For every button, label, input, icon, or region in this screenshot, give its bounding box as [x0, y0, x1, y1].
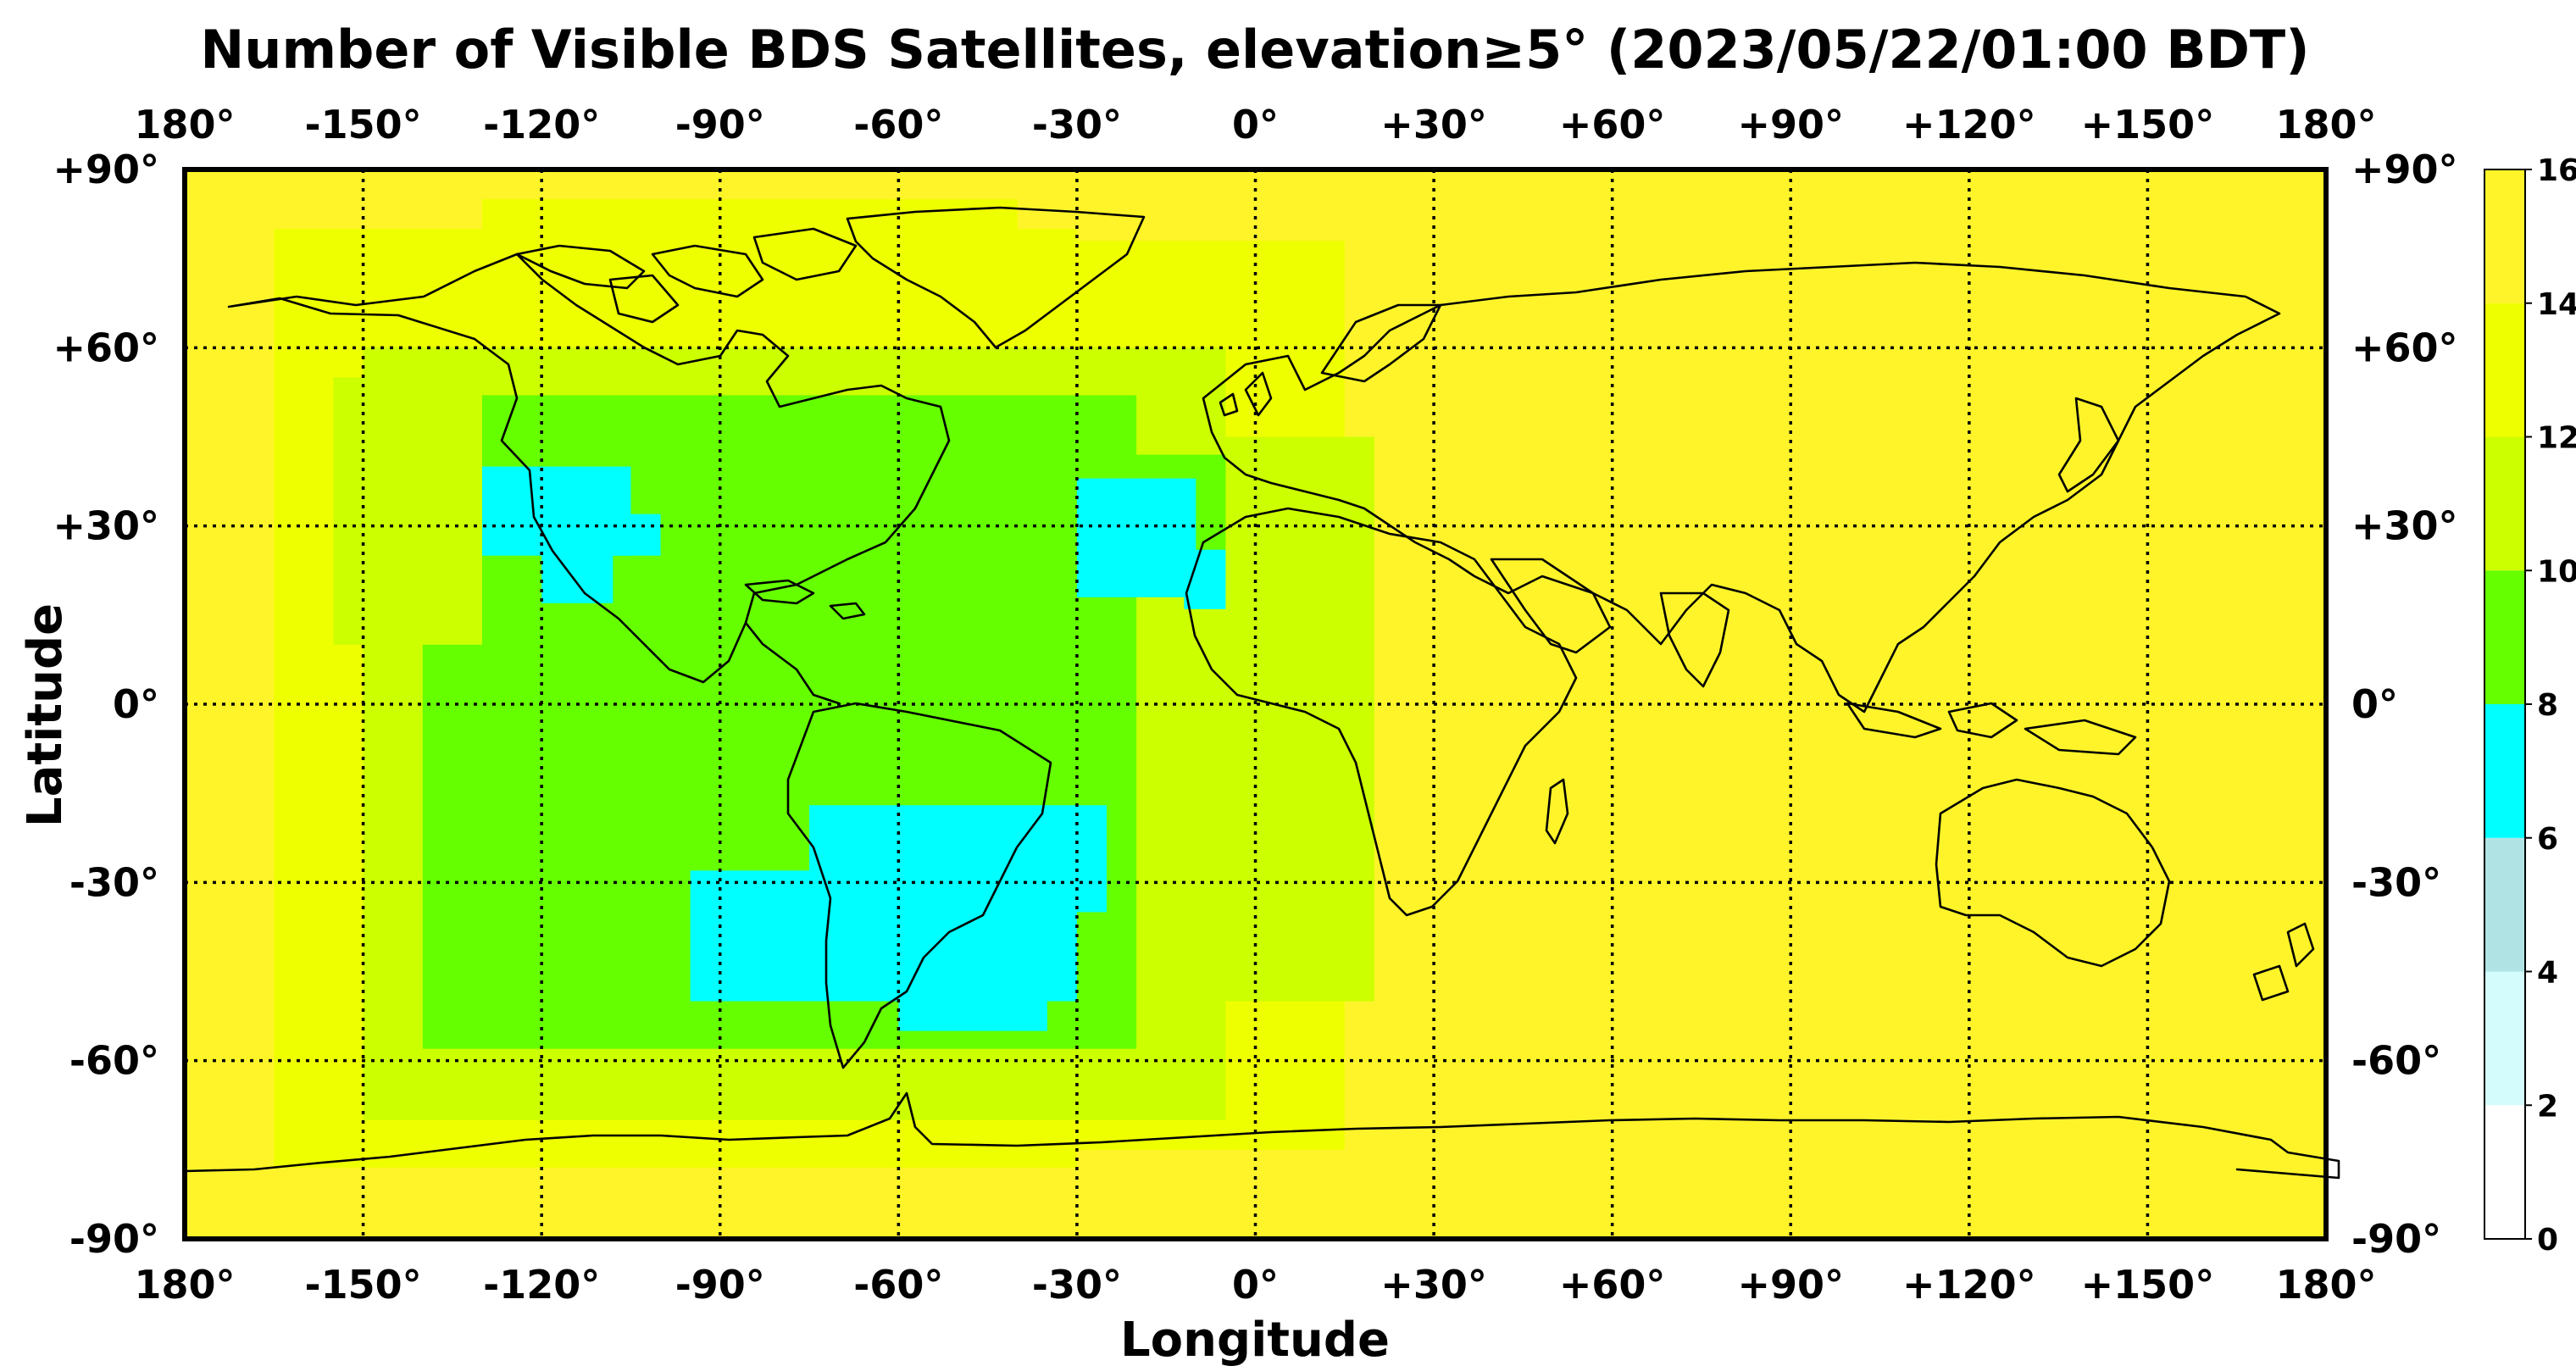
x-axis-label: Longitude — [1120, 1313, 1390, 1366]
colorbar-bin-6 — [2484, 303, 2525, 437]
x-tick-bottom-6: 0° — [1232, 1262, 1279, 1308]
colorbar-label-2: 4 — [2537, 956, 2558, 991]
colorbar-bin-0 — [2484, 1105, 2525, 1239]
y-tick-left-3: 0° — [113, 681, 159, 727]
heatmap-region-2 — [481, 199, 1018, 242]
y-tick-right-4: -30° — [2351, 859, 2441, 905]
x-tick-bottom-8: +60° — [1559, 1262, 1666, 1308]
colorbar-label-1: 2 — [2537, 1089, 2558, 1124]
heatmap-region-9 — [541, 525, 613, 603]
x-tick-bottom-11: +150° — [2081, 1262, 2215, 1308]
x-ticks-top: 180° -150° -120° -90° -60° -30° 0° +30° +60° +90°… — [134, 102, 2376, 147]
y-tick-left-0: +90° — [53, 147, 159, 192]
x-tick-top-6: 0° — [1232, 102, 1279, 147]
x-tick-top-8: +60° — [1559, 102, 1666, 147]
y-tick-right-2: +30° — [2351, 503, 2458, 549]
x-tick-top-0: 180° — [134, 102, 235, 147]
x-tick-bottom-0: 180° — [134, 1262, 235, 1308]
colorbar-bin-5 — [2484, 436, 2525, 571]
y-tick-left-1: +60° — [53, 325, 159, 370]
y-tick-left-5: -60° — [69, 1038, 159, 1084]
colorbar-label-5: 10 — [2537, 554, 2576, 589]
y-ticks-right: +90° +60° +30° 0° -30° -60° -90° — [2351, 147, 2458, 1262]
y-tick-left-2: +30° — [53, 503, 159, 549]
y-tick-left-6: -90° — [69, 1216, 159, 1262]
x-tick-bottom-7: +30° — [1380, 1262, 1487, 1308]
grid-lines — [185, 169, 2326, 1239]
x-tick-top-9: +90° — [1737, 102, 1844, 147]
x-tick-top-11: +150° — [2081, 102, 2215, 147]
y-axis-label: Latitude — [18, 603, 73, 827]
colorbar-label-4: 8 — [2537, 688, 2558, 723]
map-frame — [182, 167, 2329, 1241]
x-tick-bottom-1: -150° — [305, 1262, 422, 1308]
x-tick-bottom-5: -30° — [1032, 1262, 1122, 1308]
x-tick-bottom-4: -60° — [853, 1262, 943, 1308]
heatmap-region-13 — [898, 971, 1047, 1031]
y-tick-right-1: +60° — [2351, 325, 2458, 370]
x-tick-top-10: +120° — [1902, 102, 2036, 147]
colorbar-label-7: 14 — [2537, 287, 2576, 322]
x-tick-bottom-12: 180° — [2275, 1262, 2376, 1308]
x-tick-top-7: +30° — [1380, 102, 1487, 147]
x-tick-top-4: -60° — [853, 102, 943, 147]
colorbar-bin-3 — [2484, 704, 2525, 838]
y-tick-right-3: 0° — [2351, 681, 2398, 727]
colorbar-bin-4 — [2484, 570, 2525, 704]
heatmap-region-10 — [613, 514, 661, 556]
x-tick-bottom-10: +120° — [1902, 1262, 2036, 1308]
colorbar-label-0: 0 — [2537, 1223, 2558, 1258]
x-tick-bottom-9: +90° — [1737, 1262, 1844, 1308]
y-tick-right-6: -90° — [2351, 1216, 2441, 1262]
colorbar-label-3: 6 — [2537, 822, 2558, 857]
colorbar — [2484, 169, 2526, 1240]
chart-title: Number of Visible BDS Satellites, elevat… — [200, 19, 2309, 81]
y-tick-right-0: +90° — [2351, 147, 2458, 192]
colorbar-bin-1 — [2484, 971, 2525, 1106]
x-tick-top-2: -120° — [483, 102, 600, 147]
x-tick-top-5: -30° — [1032, 102, 1122, 147]
y-ticks-left: +90° +60° +30° 0° -30° -60° -90° — [53, 147, 159, 1262]
x-tick-bottom-2: -120° — [483, 1262, 600, 1308]
x-tick-top-1: -150° — [305, 102, 422, 147]
map-plot — [182, 167, 2340, 1241]
colorbar-label-6: 12 — [2537, 421, 2576, 456]
x-tick-top-3: -90° — [675, 102, 765, 147]
x-tick-top-12: 180° — [2275, 102, 2376, 147]
colorbar-label-8: 16 — [2537, 153, 2576, 188]
heatmap-region-14 — [1076, 478, 1196, 597]
heatmap-region-7 — [333, 377, 482, 645]
colorbar-bin-2 — [2484, 837, 2525, 972]
colorbar-bin-7 — [2484, 169, 2525, 303]
y-tick-left-4: -30° — [69, 859, 159, 905]
y-tick-right-5: -60° — [2351, 1038, 2441, 1084]
x-ticks-bottom: 180° -150° -120° -90° -60° -30° 0° +30° +60° +90°… — [134, 1262, 2376, 1308]
colorbar-ticks: 0 2 4 6 8 10 12 14 16 — [2525, 153, 2576, 1258]
x-tick-bottom-3: -90° — [675, 1262, 765, 1308]
